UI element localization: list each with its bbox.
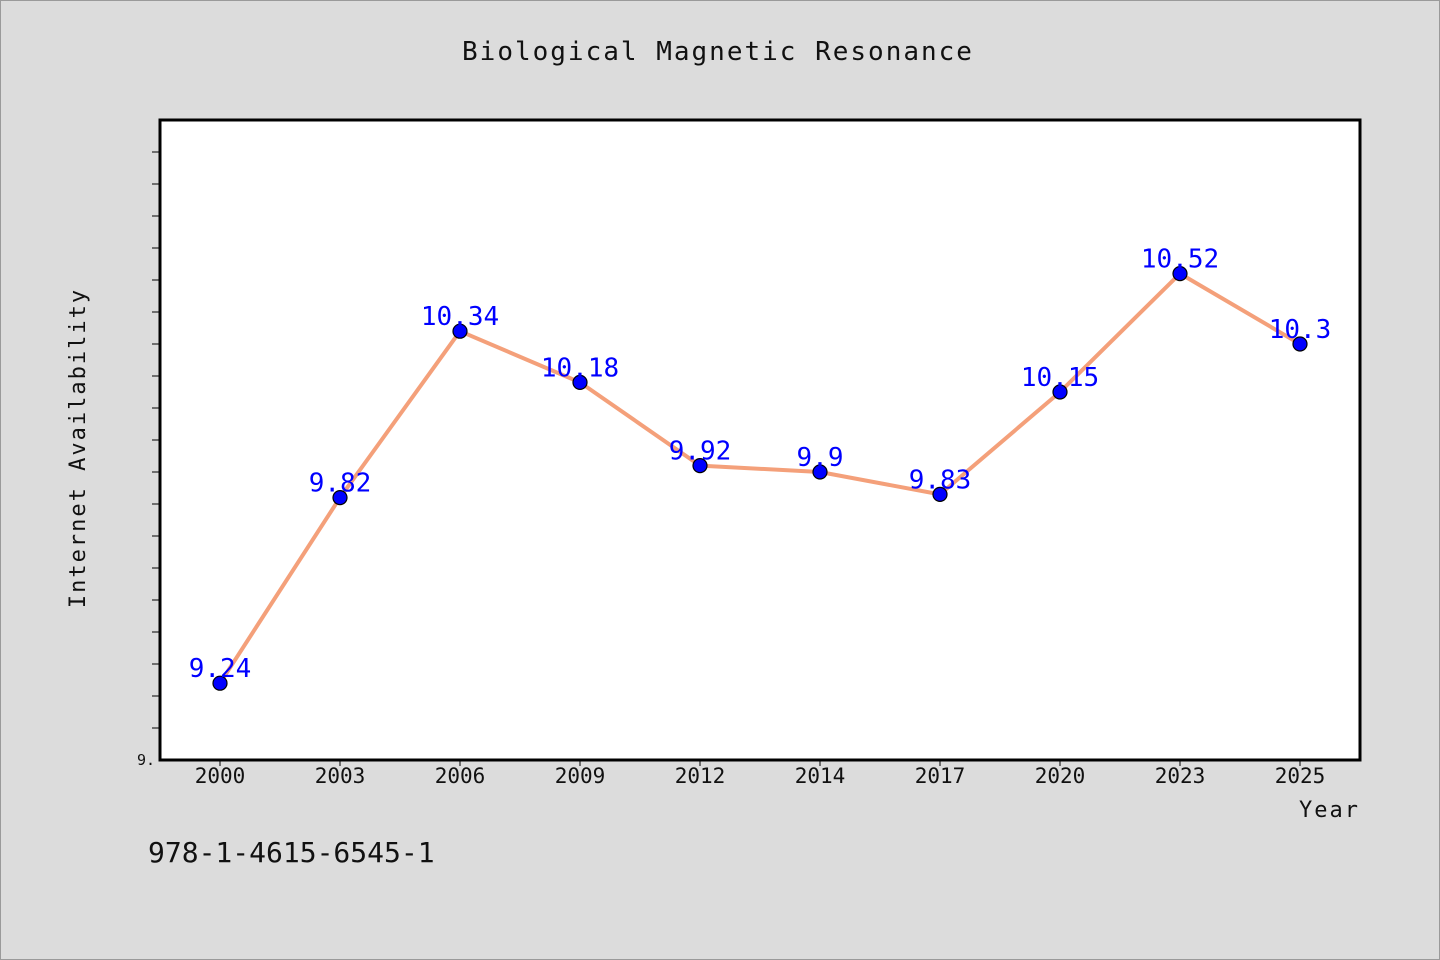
data-point (452, 323, 468, 339)
data-point (572, 374, 588, 390)
data-point (1052, 384, 1068, 400)
y-axis-ticks (152, 151, 160, 729)
x-tick-label: 2017 (915, 764, 966, 788)
data-label: 9.9 (797, 443, 844, 473)
x-tick-label: 2009 (555, 764, 606, 788)
data-label: 10.52 (1141, 245, 1219, 275)
y-axis-label: Internet Availability (66, 288, 91, 608)
data-label: 9.24 (189, 654, 252, 684)
data-point (812, 464, 828, 480)
data-label: 10.34 (421, 302, 499, 332)
y-tick-label: 9. (137, 751, 155, 769)
x-tick-label: 2020 (1035, 764, 1086, 788)
data-point (692, 458, 708, 474)
x-axis-tick-labels: 2000 2003 2006 2009 2012 2014 2017 2020 2023 2025 (195, 764, 1326, 788)
x-tick-label: 2025 (1275, 764, 1326, 788)
data-point (332, 490, 348, 506)
data-label: 10.18 (541, 353, 619, 383)
x-tick-label: 2012 (675, 764, 726, 788)
x-tick-label: 2014 (795, 764, 846, 788)
series-line (218, 271, 1302, 686)
data-label: 9.92 (669, 437, 732, 467)
data-label: 10.15 (1021, 363, 1099, 393)
x-axis-label: Year (1299, 798, 1360, 823)
x-tick-label: 2006 (435, 764, 486, 788)
x-tick-label: 2000 (195, 764, 246, 788)
plot-area (158, 118, 1362, 762)
chart-title: Biological Magnetic Resonance (462, 37, 974, 67)
data-point (1292, 336, 1308, 352)
x-tick-label: 2023 (1155, 764, 1206, 788)
data-labels: 9.24 9.82 10.34 10.18 9.92 9.9 9.83 10.15 10.52 1… (189, 245, 1332, 685)
data-label: 9.83 (909, 465, 972, 495)
data-point (1172, 266, 1188, 282)
x-axis-ticks (219, 760, 1301, 766)
data-label: 10.3 (1269, 315, 1332, 345)
isbn-text: 978-1-4615-6545-1 (148, 836, 435, 869)
data-point (932, 486, 948, 502)
data-point (212, 675, 228, 691)
data-label: 9.82 (309, 469, 372, 499)
series-markers (212, 266, 1308, 691)
x-tick-label: 2003 (315, 764, 366, 788)
